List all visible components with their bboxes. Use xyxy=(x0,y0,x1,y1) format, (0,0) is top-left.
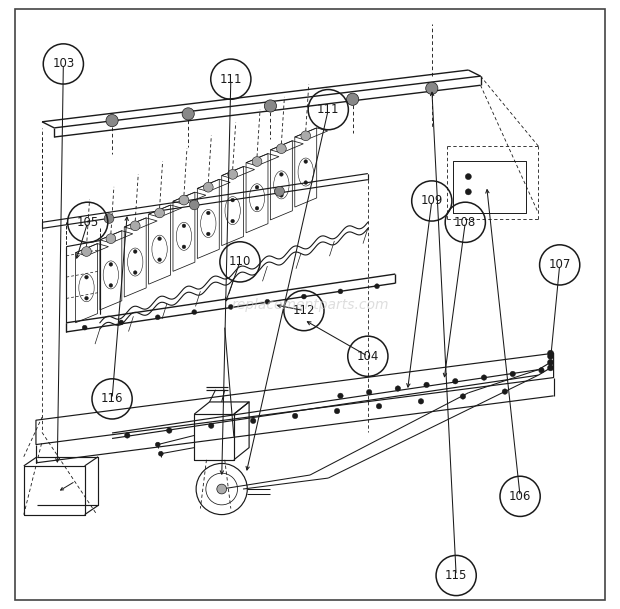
Circle shape xyxy=(156,442,160,447)
Circle shape xyxy=(338,289,343,294)
Circle shape xyxy=(157,237,161,241)
Text: 107: 107 xyxy=(549,258,571,272)
Circle shape xyxy=(395,386,401,392)
Text: 112: 112 xyxy=(293,304,315,317)
Circle shape xyxy=(208,423,214,429)
Circle shape xyxy=(85,275,88,279)
Circle shape xyxy=(510,371,515,376)
Text: 104: 104 xyxy=(356,350,379,363)
Circle shape xyxy=(125,432,130,438)
Circle shape xyxy=(203,182,213,192)
Text: 111: 111 xyxy=(219,72,242,86)
Circle shape xyxy=(547,359,554,365)
Circle shape xyxy=(250,418,256,424)
Text: 110: 110 xyxy=(229,255,251,269)
Circle shape xyxy=(190,200,199,209)
Circle shape xyxy=(179,195,189,205)
Circle shape xyxy=(376,404,382,409)
Circle shape xyxy=(275,186,285,196)
Circle shape xyxy=(465,174,471,180)
Circle shape xyxy=(481,375,487,380)
Circle shape xyxy=(374,284,379,289)
Circle shape xyxy=(109,262,113,266)
Circle shape xyxy=(182,224,186,228)
Text: 111: 111 xyxy=(317,103,340,116)
Circle shape xyxy=(465,189,471,195)
Circle shape xyxy=(167,428,172,434)
Text: 116: 116 xyxy=(101,392,123,406)
Circle shape xyxy=(158,451,163,456)
Circle shape xyxy=(130,221,140,231)
Circle shape xyxy=(338,393,343,399)
Circle shape xyxy=(192,309,197,314)
Circle shape xyxy=(277,144,286,153)
Circle shape xyxy=(106,234,116,244)
Circle shape xyxy=(424,382,429,388)
Circle shape xyxy=(231,219,234,223)
Circle shape xyxy=(231,199,234,202)
Circle shape xyxy=(547,365,554,371)
Circle shape xyxy=(255,185,259,189)
Circle shape xyxy=(155,208,164,218)
Circle shape xyxy=(255,206,259,210)
Circle shape xyxy=(157,258,161,261)
Text: 105: 105 xyxy=(77,216,99,229)
Circle shape xyxy=(252,157,262,166)
Text: replacementparts.com: replacementparts.com xyxy=(231,298,389,311)
Text: 103: 103 xyxy=(52,57,74,71)
Circle shape xyxy=(547,353,554,359)
Circle shape xyxy=(206,211,210,215)
Circle shape xyxy=(265,299,270,304)
Circle shape xyxy=(293,414,298,419)
Circle shape xyxy=(228,304,233,309)
Circle shape xyxy=(206,232,210,236)
Circle shape xyxy=(280,194,283,197)
Circle shape xyxy=(109,284,113,287)
Circle shape xyxy=(301,294,306,299)
Circle shape xyxy=(334,409,340,414)
Circle shape xyxy=(460,394,466,400)
Circle shape xyxy=(133,271,137,275)
Circle shape xyxy=(182,108,194,120)
Circle shape xyxy=(156,315,160,320)
Circle shape xyxy=(418,399,423,404)
Circle shape xyxy=(453,379,458,384)
Circle shape xyxy=(182,245,186,248)
Circle shape xyxy=(301,131,311,141)
Text: 109: 109 xyxy=(420,194,443,208)
Text: 115: 115 xyxy=(445,569,467,582)
Text: 106: 106 xyxy=(509,490,531,503)
Circle shape xyxy=(82,325,87,330)
Text: 108: 108 xyxy=(454,216,476,229)
Circle shape xyxy=(304,160,308,163)
Circle shape xyxy=(347,93,359,105)
Circle shape xyxy=(426,82,438,94)
Circle shape xyxy=(104,214,114,224)
Circle shape xyxy=(106,114,118,127)
Circle shape xyxy=(228,169,237,179)
Circle shape xyxy=(547,350,554,356)
Circle shape xyxy=(119,320,123,325)
Circle shape xyxy=(217,484,226,494)
Circle shape xyxy=(280,172,283,176)
Circle shape xyxy=(366,390,372,395)
Circle shape xyxy=(502,389,508,395)
Circle shape xyxy=(539,368,544,373)
Circle shape xyxy=(85,297,88,300)
Circle shape xyxy=(304,181,308,185)
Circle shape xyxy=(264,100,277,112)
Circle shape xyxy=(82,247,91,256)
Circle shape xyxy=(133,250,137,253)
